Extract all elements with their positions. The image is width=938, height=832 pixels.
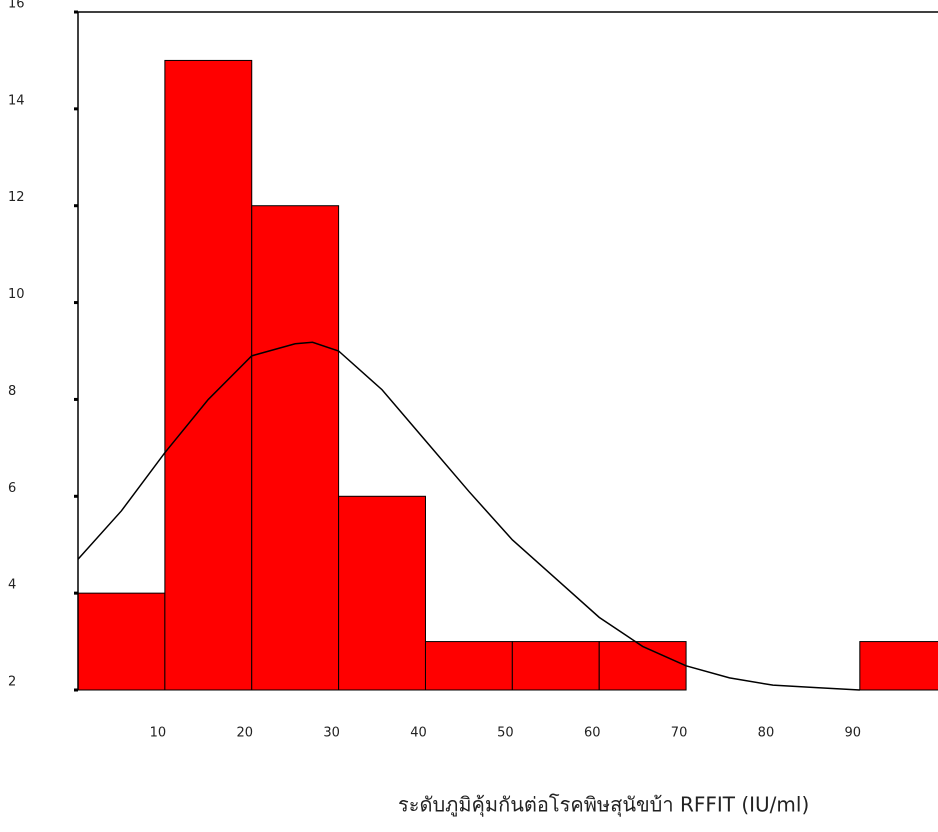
y-tick-label: 8	[8, 384, 16, 399]
x-tick-label: 70	[671, 726, 688, 741]
x-tick-label: 20	[236, 726, 253, 741]
x-tick-label: 80	[758, 726, 775, 741]
y-tick-label: 6	[8, 481, 16, 496]
chart: ระดับภูมิคุ้มกันต่อโรคพิษสุนัขบ้า RFFIT …	[0, 0, 938, 832]
bar	[78, 593, 165, 690]
y-tick-label: 4	[8, 578, 16, 593]
bar	[165, 60, 252, 690]
x-tick-label: 10	[150, 726, 167, 741]
x-tick-label: 30	[323, 726, 340, 741]
bar	[599, 642, 686, 690]
x-tick-label: 90	[845, 726, 862, 741]
y-tick-label: 16	[8, 0, 25, 12]
y-tick-label: 12	[8, 190, 25, 205]
bar	[512, 642, 599, 690]
bar	[425, 642, 512, 690]
x-tick-label: 60	[584, 726, 601, 741]
y-tick-label: 10	[8, 287, 25, 302]
x-tick-label: 50	[497, 726, 514, 741]
page: ระดับภูมิคุ้มกันต่อโรคพิษสุนัขบ้า RFFIT …	[0, 0, 938, 832]
bar	[339, 496, 426, 690]
bar	[860, 642, 938, 690]
y-tick-label: 14	[8, 93, 25, 108]
x-tick-label: 40	[410, 726, 427, 741]
x-axis-label: ระดับภูมิคุ้มกันต่อโรคพิษสุนัขบ้า RFFIT …	[398, 793, 809, 818]
y-tick-label: 2	[8, 675, 16, 690]
bar	[252, 206, 339, 690]
